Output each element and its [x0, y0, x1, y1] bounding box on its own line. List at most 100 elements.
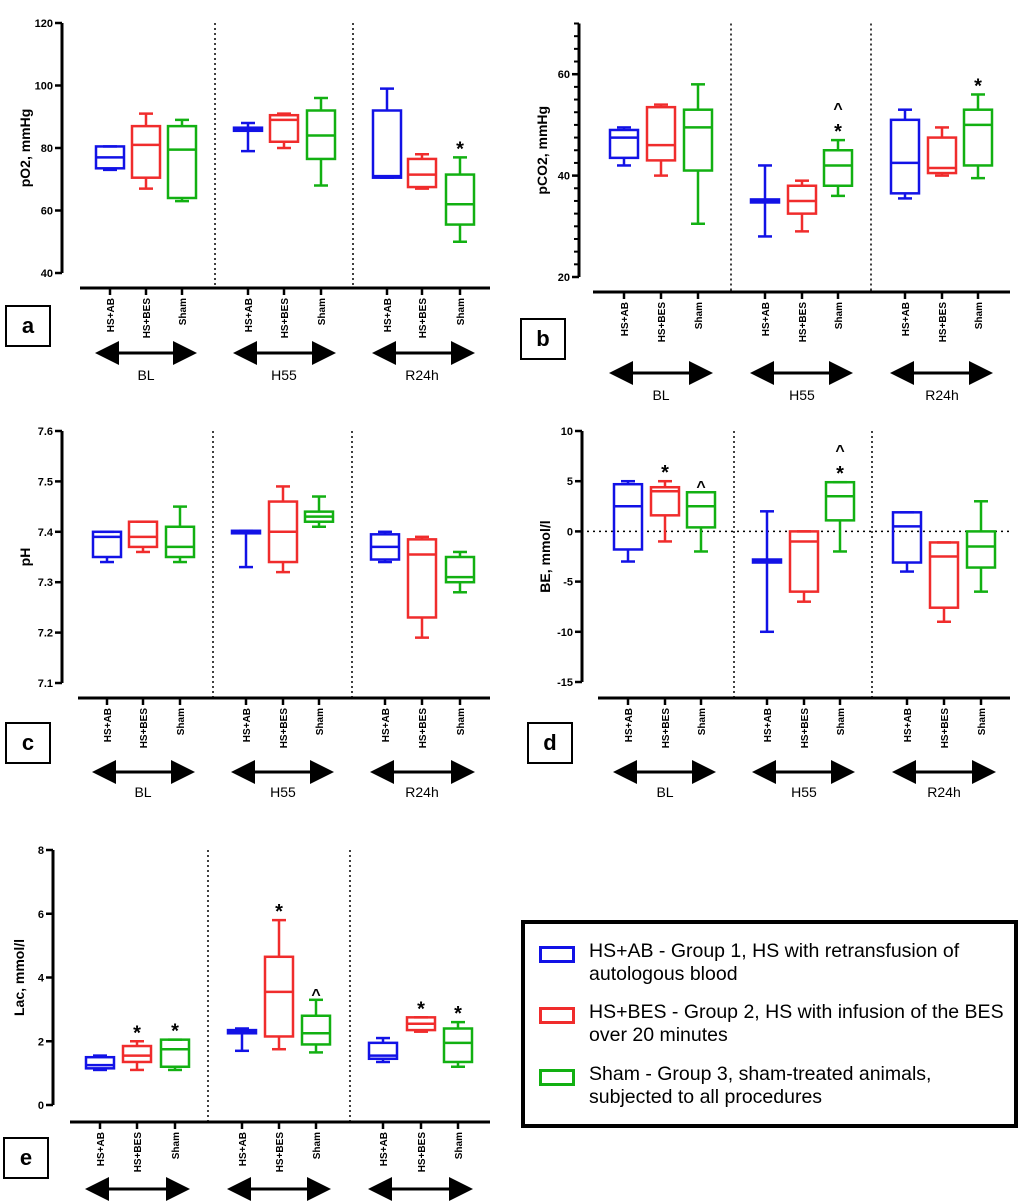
group-label: H55 [271, 367, 297, 383]
y-tick-label: 7.6 [38, 426, 53, 438]
chart-panel-e: 0 2 4 6 8 Lac, mmol/l HS+AB HS+BES * Sham * HS+AB HS… [11, 845, 490, 1202]
iqr-box [166, 124, 198, 200]
iqr-box [822, 149, 854, 187]
y-axis-label: pO2, mmHg [17, 109, 33, 188]
box-BL-HS+BES [645, 103, 677, 177]
iqr-box [371, 109, 403, 179]
y-tick-label: 8 [38, 845, 44, 857]
x-tick-label: HS+AB [620, 302, 631, 336]
iqr-box [788, 530, 820, 593]
x-tick-label: Sham [834, 302, 845, 329]
box-R24h-HS+BES [926, 126, 958, 177]
box-H55-Sham [300, 998, 332, 1054]
box-BL-HS+AB [91, 530, 123, 564]
group-label: H55 [791, 784, 817, 800]
y-tick-label: 4 [38, 973, 45, 985]
x-tick-label: HS+BES [280, 298, 291, 339]
x-tick-label: Sham [178, 298, 189, 325]
box-BL-Sham [682, 83, 714, 226]
y-axis-label: pH [17, 548, 33, 567]
x-tick-label: HS+BES [275, 1132, 286, 1173]
x-tick-label: HS+AB [96, 1132, 107, 1166]
box-H55-HS+AB [230, 529, 262, 569]
box-H55-Sham [824, 480, 856, 553]
box-BL-HS+AB [608, 126, 640, 167]
iqr-box [926, 136, 958, 175]
x-tick-label: Sham [977, 708, 988, 735]
box-R24h-HS+BES [406, 153, 438, 190]
group-label: H55 [266, 1199, 292, 1202]
x-tick-label: HS+AB [901, 302, 912, 336]
x-tick-label: HS+AB [242, 708, 253, 742]
x-tick-label: HS+AB [761, 302, 772, 336]
iqr-box [91, 530, 123, 559]
iqr-box [965, 530, 997, 569]
x-tick-label: Sham [456, 708, 467, 735]
significance-star: * [661, 462, 669, 484]
legend-item-hs-bes: HS+BES - Group 2, HS with infusion of th… [539, 1001, 1014, 1047]
box-BL-HS+AB [94, 145, 126, 172]
x-tick-label: Sham [176, 708, 187, 735]
x-tick-label: HS+AB [103, 708, 114, 742]
box-H55-HS+BES [268, 112, 300, 150]
x-tick-label: Sham [836, 708, 847, 735]
x-tick-label: HS+BES [417, 1132, 428, 1173]
y-tick-label: 20 [558, 272, 570, 284]
significance-star: * [454, 1003, 462, 1025]
legend-item-hs-ab: HS+AB - Group 1, HS with retransfusion o… [539, 940, 1014, 986]
group-label: H55 [270, 784, 296, 800]
box-BL-Sham [164, 505, 196, 564]
y-tick-label: 40 [41, 268, 53, 280]
significance-caret: ^ [696, 479, 705, 496]
y-axis-label: BE, mmol/l [537, 520, 553, 592]
iqr-box [263, 955, 295, 1038]
iqr-box [649, 485, 681, 517]
box-H55-HS+BES [786, 179, 818, 233]
y-tick-label: 6 [38, 909, 44, 921]
box-H55-HS+BES [263, 918, 295, 1051]
box-H55-HS+AB [749, 164, 781, 238]
y-tick-label: 80 [41, 143, 53, 155]
significance-caret: ^ [311, 987, 320, 1004]
box-R24h-Sham [444, 156, 476, 243]
iqr-box [127, 520, 159, 549]
y-tick-label: 5 [567, 476, 573, 488]
x-tick-label: HS+BES [142, 298, 153, 339]
iqr-box [406, 538, 438, 619]
iqr-box [824, 480, 856, 522]
significance-star: * [171, 1021, 179, 1043]
significance-star: * [834, 121, 842, 143]
y-tick-label: 60 [41, 206, 53, 218]
x-tick-label: HS+AB [381, 708, 392, 742]
group-label: R24h [404, 1199, 437, 1202]
box-H55-Sham [303, 495, 335, 529]
significance-star: * [974, 75, 982, 97]
legend-swatch-hs-bes [539, 1007, 575, 1024]
chart-panel-c: 7.1 7.2 7.3 7.4 7.5 7.6 pH HS+AB HS+BES Sham HS+AB… [17, 426, 490, 800]
box-R24h-HS+BES [406, 535, 438, 639]
legend-swatch-sham [539, 1068, 575, 1086]
chart-panel-d: -15 -10 -5 0 5 10 BE, mmol/l HS+AB HS+BES * Sham ^ H… [537, 426, 1010, 800]
iqr-box [444, 173, 476, 226]
panel-label-c: c [5, 722, 51, 764]
group-label: BL [137, 367, 154, 383]
box-BL-HS+BES [649, 479, 681, 543]
iqr-box [121, 1044, 153, 1064]
x-tick-label: HS+AB [763, 708, 774, 742]
x-tick-label: Sham [312, 1132, 323, 1159]
chart-panel-a: 40 60 80 100 120 pO2, mmHg HS+AB HS+BES Sham HS+A… [17, 18, 490, 383]
box-BL-Sham [159, 1038, 191, 1072]
x-tick-label: HS+BES [657, 302, 668, 343]
y-tick-label: 0 [38, 1100, 44, 1112]
group-label: BL [652, 387, 669, 403]
x-tick-label: Sham [694, 302, 705, 329]
y-tick-label: 2 [38, 1036, 44, 1048]
box-H55-HS+AB [232, 121, 264, 153]
y-tick-label: 120 [35, 18, 53, 30]
box-R24h-Sham [962, 93, 994, 180]
significance-caret: ^ [835, 443, 844, 460]
box-R24h-HS+AB [889, 108, 921, 200]
x-tick-label: Sham [697, 708, 708, 735]
box-BL-HS+BES [127, 520, 159, 554]
